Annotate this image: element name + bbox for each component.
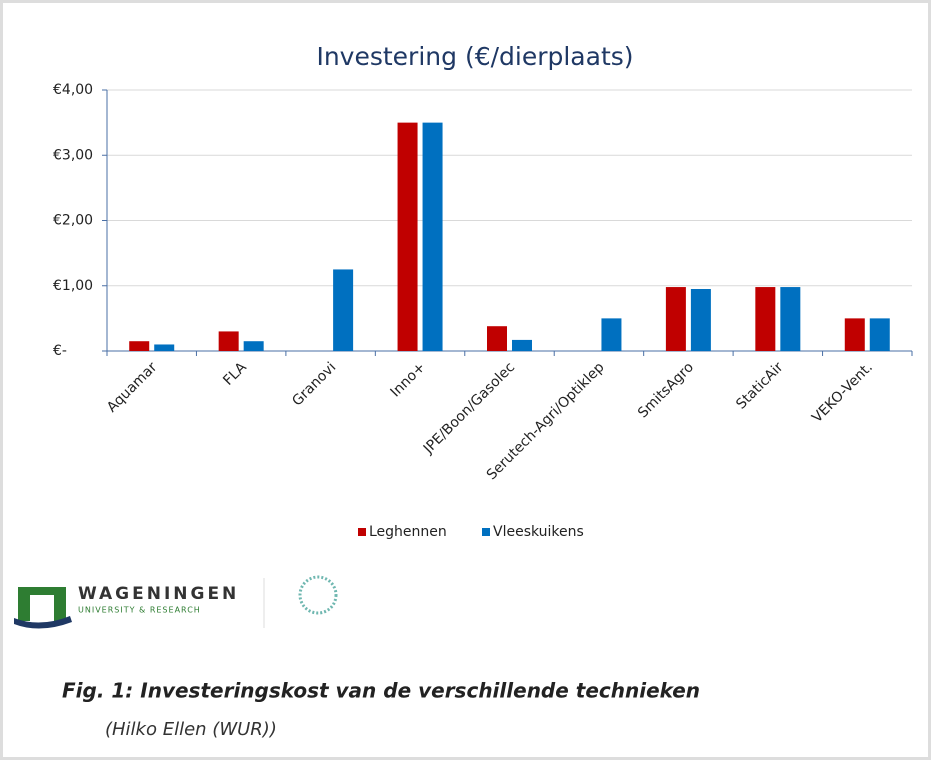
bar bbox=[512, 339, 532, 351]
bar bbox=[869, 318, 890, 351]
y-tick-label: €3,00 bbox=[53, 147, 93, 163]
bar bbox=[154, 344, 175, 351]
bar bbox=[333, 269, 354, 351]
logo-subtitle: UNIVERSITY & RESEARCH bbox=[78, 606, 201, 615]
chart-title: Investering (€/dierplaats) bbox=[316, 42, 633, 71]
logo-name: WAGENINGEN bbox=[78, 584, 239, 604]
logo-mark-inner bbox=[30, 595, 54, 621]
bar bbox=[397, 122, 418, 351]
caption-credit: (Hilko Ellen (WUR)) bbox=[105, 719, 277, 740]
legend-swatch bbox=[358, 528, 366, 536]
logo-wave bbox=[14, 616, 72, 629]
bar bbox=[129, 341, 150, 351]
caption-title: Fig. 1: Investeringskost van de verschil… bbox=[62, 679, 700, 703]
bar bbox=[844, 318, 865, 351]
y-tick-label: €2,00 bbox=[53, 213, 93, 229]
legend-swatch bbox=[482, 528, 490, 536]
y-tick-label: €4,00 bbox=[53, 82, 93, 98]
y-tick-label: €1,00 bbox=[53, 278, 93, 294]
logo: WAGENINGEN UNIVERSITY & RESEARCH bbox=[14, 575, 338, 629]
anniversary-logo bbox=[298, 575, 338, 615]
bar bbox=[601, 318, 622, 351]
bar bbox=[665, 287, 686, 351]
bar bbox=[487, 326, 507, 351]
bar bbox=[780, 287, 801, 351]
bar bbox=[690, 289, 711, 351]
bar bbox=[218, 331, 239, 351]
bar bbox=[755, 287, 776, 351]
bar bbox=[422, 122, 443, 351]
legend-label: Leghennen bbox=[369, 524, 447, 540]
bar bbox=[243, 341, 264, 351]
legend-label: Vleeskuikens bbox=[493, 524, 584, 540]
y-tick-label: €- bbox=[53, 343, 67, 359]
